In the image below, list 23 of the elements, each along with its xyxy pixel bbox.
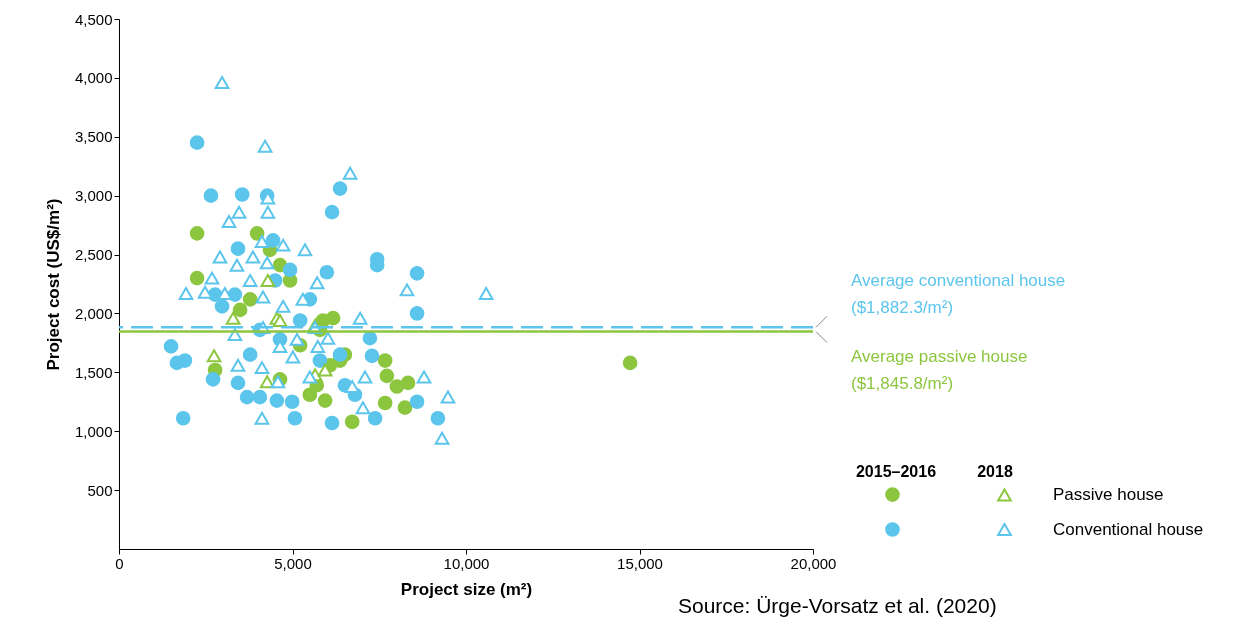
x-tick-label: 10,000	[443, 554, 490, 572]
y-axis-title: Project cost (US$/m²)	[43, 198, 63, 371]
x-tick-label: 15,000	[617, 554, 663, 572]
y-tick-label: 1,500	[74, 363, 113, 381]
text: 2018	[977, 463, 1013, 480]
y-tick-label: 1,000	[74, 422, 113, 440]
text: Passive house	[1053, 485, 1164, 505]
y-tick-label: 500	[87, 481, 113, 499]
y-tick-label: 2,000	[74, 304, 113, 322]
x-tick-label: 20,000	[790, 554, 837, 572]
x-axis-title: Project size (m²)	[400, 579, 533, 599]
y-tick-label: 3,000	[74, 187, 113, 205]
x-tick-label: 0	[115, 554, 124, 572]
ref-line-label: Average conventional house ($1,882.3/m²)	[851, 271, 1066, 318]
y-tick-label: 2,500	[74, 246, 113, 264]
text: 2015–2016	[855, 463, 937, 480]
text: Conventional house	[1053, 519, 1204, 539]
ref-line-label: Average passive house ($1,845.8/m²)	[851, 346, 1028, 393]
x-tick-label: 5,000	[274, 554, 312, 572]
y-tick-label: 4,000	[74, 69, 113, 87]
y-tick-label: 4,500	[74, 10, 113, 28]
y-tick-label: 3,500	[74, 128, 113, 146]
source-note: Source: Ürge-Vorsatz et al. (2020)	[678, 594, 997, 617]
